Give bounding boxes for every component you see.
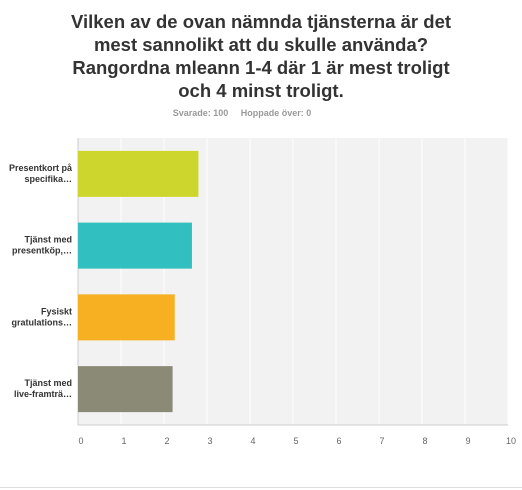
x-tick-label: 1: [121, 436, 126, 446]
x-tick-label: 2: [164, 436, 169, 446]
category-label: live-framträ…: [14, 389, 72, 399]
bar: [78, 222, 192, 269]
title-line: och 4 minst troligt.: [178, 80, 344, 101]
question-title: Vilken av de ovan nämnda tjänsterna är d…: [40, 10, 482, 102]
x-tick-label: 10: [506, 436, 516, 446]
x-tick-label: 6: [336, 436, 341, 446]
bar: [78, 150, 199, 197]
category-label: Presentkort på: [9, 163, 73, 173]
title-line: Vilken av de ovan nämnda tjänsterna är d…: [70, 11, 452, 32]
category-label: gratulations…: [11, 317, 72, 327]
category-label: Tjänst med: [24, 235, 72, 245]
category-label: presentköp,…: [12, 246, 72, 256]
category-label: specifika…: [24, 174, 72, 184]
skipped-count: Hoppade över: 0: [240, 108, 312, 118]
x-tick-label: 4: [250, 436, 255, 446]
answered-count: Svarade: 100: [172, 108, 229, 118]
category-label: Tjänst med: [24, 378, 72, 388]
title-line: Rangordna mleann 1-4 där 1 är mest troli…: [72, 57, 450, 78]
x-tick-label: 3: [207, 436, 212, 446]
divider: [0, 487, 522, 488]
x-tick-label: 9: [465, 436, 470, 446]
title-line: mest sannolikt att du skulle använda?: [93, 34, 429, 55]
x-tick-label: 8: [422, 436, 427, 446]
bar: [78, 294, 175, 341]
x-tick-label: 7: [379, 436, 384, 446]
response-stats: Svarade: 100 Hoppade över: 0: [0, 108, 484, 118]
bar: [78, 366, 173, 413]
category-label: Fysiskt: [41, 306, 72, 316]
x-tick-label: 5: [293, 436, 298, 446]
x-tick-label: 0: [78, 436, 83, 446]
